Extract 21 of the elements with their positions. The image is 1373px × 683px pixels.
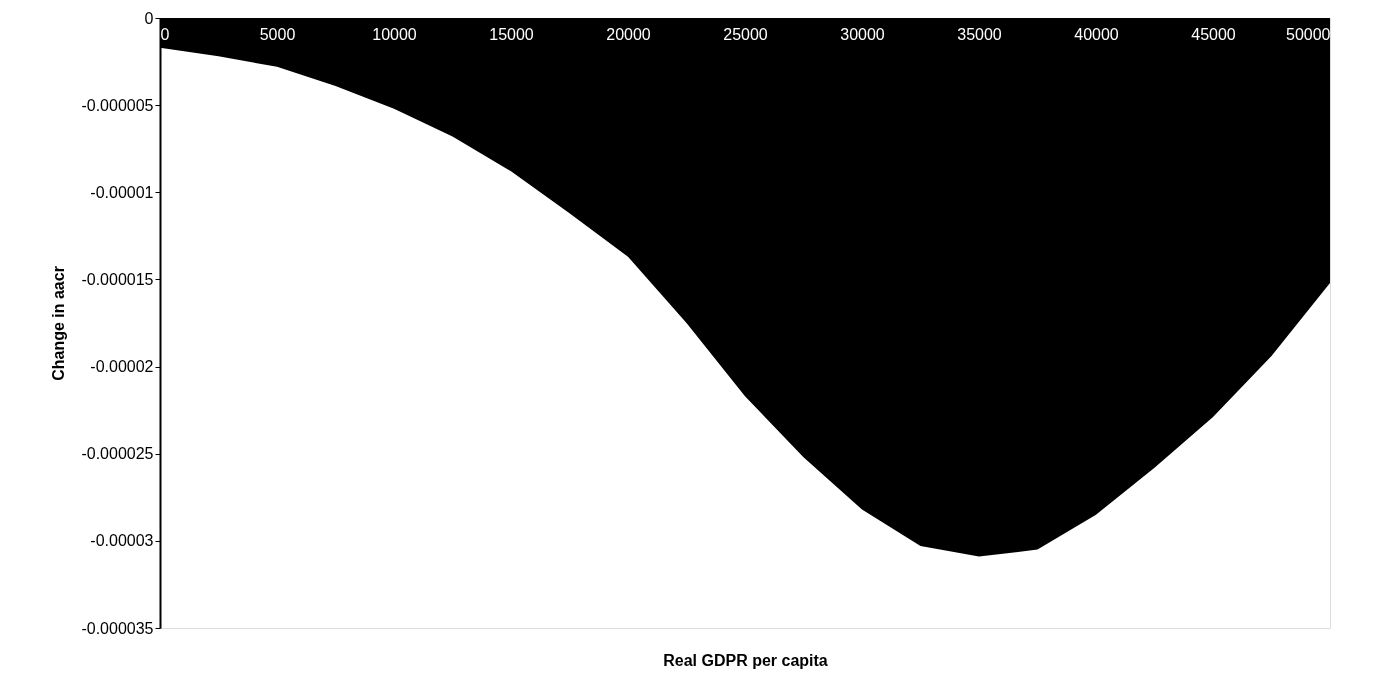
y-tick-label: -0.00001 (90, 183, 154, 201)
x-tick-label: 40000 (1074, 25, 1119, 43)
y-tick-label: -0.000005 (81, 96, 154, 114)
x-axis-title: Real GDPR per capita (663, 651, 828, 669)
x-tick-label: 10000 (372, 25, 417, 43)
x-tick-label: 30000 (840, 25, 885, 43)
x-tick-label: 20000 (606, 25, 651, 43)
x-tick-label: 35000 (957, 25, 1002, 43)
y-tick-label: -0.000035 (81, 619, 154, 637)
x-tick-label: 45000 (1191, 25, 1236, 43)
y-tick-label: -0.000015 (81, 270, 154, 288)
x-tick-label: 5000 (259, 25, 296, 43)
x-tick-label: 50000 (1286, 25, 1331, 43)
y-tick-label: 0 (144, 9, 154, 27)
y-tick-label: -0.00002 (90, 358, 154, 376)
x-tick-label: 15000 (489, 25, 534, 43)
x-tick-label: 0 (160, 25, 170, 43)
y-tick-label: -0.000025 (81, 445, 154, 463)
y-axis-title: Change in aacr (50, 266, 68, 381)
y-tick-label: -0.00003 (90, 532, 154, 550)
x-tick-label: 25000 (723, 25, 768, 43)
